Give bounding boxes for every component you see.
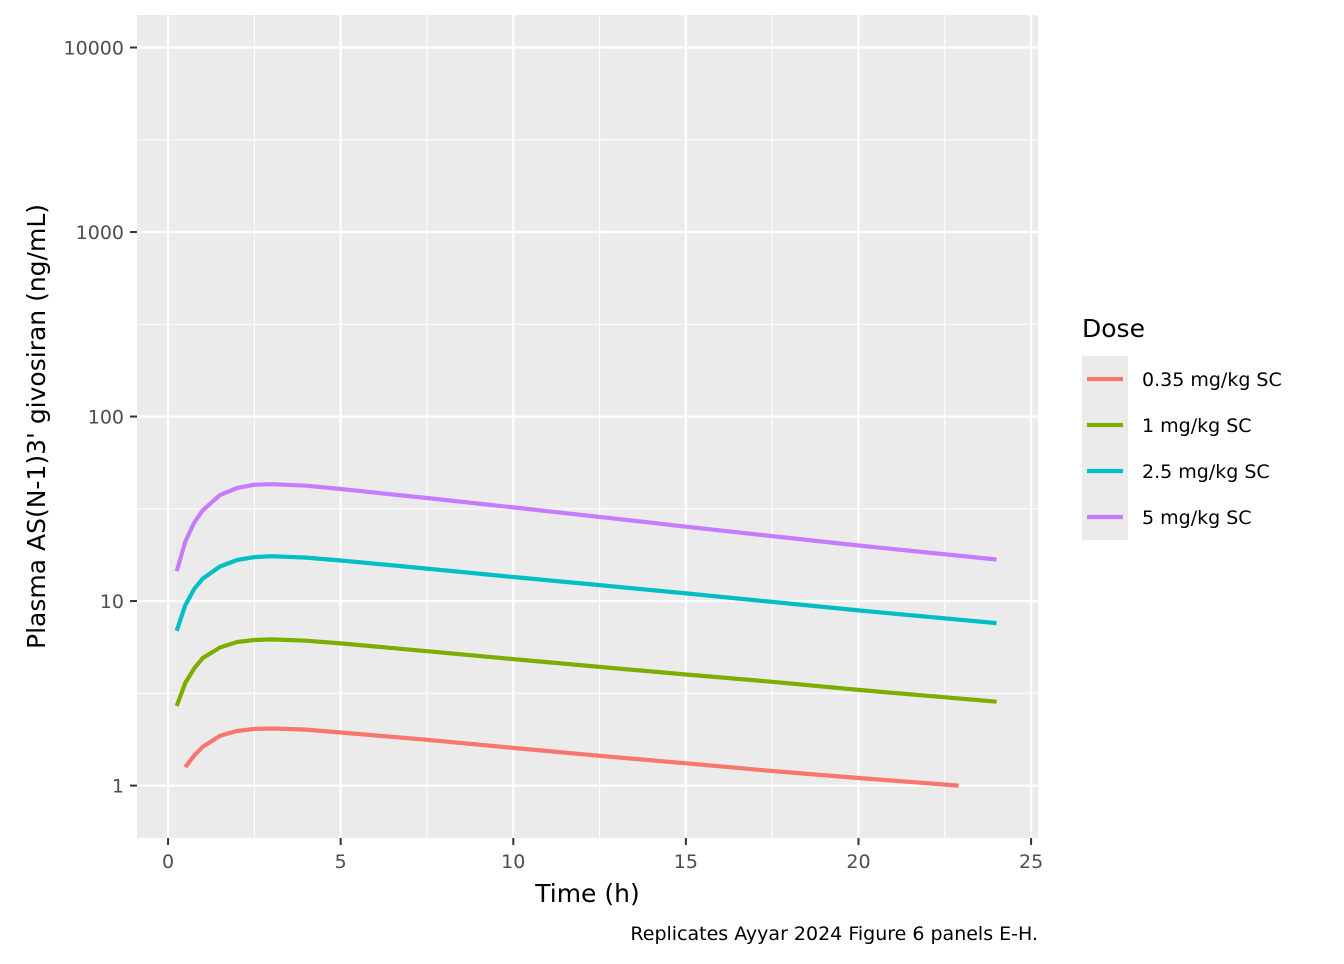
caption: Replicates Ayyar 2024 Figure 6 panels E-… — [630, 923, 1038, 945]
y-axis: 1 10 100 1000 10000 — [64, 37, 137, 798]
series-line — [174, 637, 997, 707]
legend-title: Dose — [1082, 314, 1145, 343]
legend-label: 2.5 mg/kg SC — [1142, 461, 1270, 483]
y-tick-label: 10000 — [64, 37, 124, 59]
x-tick-label: 15 — [674, 851, 698, 873]
y-tick-label: 1000 — [76, 222, 124, 244]
minor-gridlines — [137, 15, 1038, 838]
x-axis: 0 5 10 15 20 25 — [162, 838, 1043, 873]
y-tick-label: 10 — [100, 591, 124, 613]
legend-items: 0.35 mg/kg SC 1 mg/kg SC 2.5 mg/kg SC 5 mg/… — [1082, 356, 1282, 540]
legend-label: 1 mg/kg SC — [1142, 415, 1252, 437]
y-tick-label: 100 — [88, 407, 124, 429]
plot-panel — [137, 15, 1038, 838]
y-axis-title: Plasma AS(N-1)3' givosiran (ng/mL) — [22, 204, 51, 649]
series-line — [174, 554, 997, 632]
series-line — [174, 482, 997, 572]
legend-key-background — [1082, 356, 1128, 540]
series-line — [183, 726, 959, 788]
x-tick-label: 0 — [162, 851, 174, 873]
x-tick-label: 20 — [846, 851, 870, 873]
legend-label: 5 mg/kg SC — [1142, 507, 1252, 529]
major-gridlines — [137, 15, 1038, 838]
series-layer — [174, 482, 997, 788]
x-axis-title: Time (h) — [534, 879, 639, 908]
legend: Dose 0.35 mg/kg SC 1 mg/kg SC 2.5 mg/kg SC… — [1082, 314, 1282, 540]
x-tick-label: 10 — [501, 851, 525, 873]
legend-label: 0.35 mg/kg SC — [1142, 369, 1282, 391]
y-tick-label: 1 — [112, 776, 124, 798]
x-tick-label: 5 — [335, 851, 347, 873]
x-tick-label: 25 — [1019, 851, 1043, 873]
